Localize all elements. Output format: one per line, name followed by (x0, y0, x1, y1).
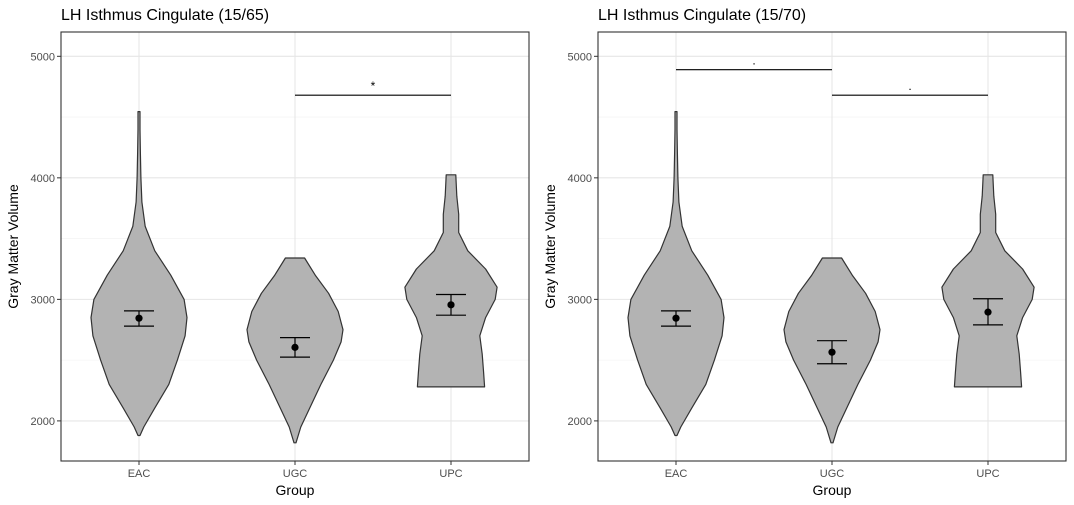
chart-panel-1: LH Isthmus Cingulate (15/65) * 2000 3000 400… (5, 7, 530, 498)
chart-panel-2: LH Isthmus Cingulate (15/70).. 2000 3000 40… (542, 7, 1067, 498)
y-tick-label: 5000 (31, 51, 55, 63)
violin-eac (90, 111, 188, 437)
chart-title: LH Isthmus Cingulate (15/70) (598, 7, 806, 24)
y-tick-label: 4000 (568, 173, 592, 185)
mean-point-upc (984, 308, 992, 316)
x-tick-label: UGC (283, 468, 308, 480)
mean-point-ugc (828, 348, 836, 356)
x-axis-title: Group (276, 482, 315, 498)
y-tick-label: 3000 (31, 294, 55, 306)
y-tick-label: 4000 (31, 173, 55, 185)
significance-label: * (371, 79, 376, 93)
y-tick-label: 2000 (568, 416, 592, 428)
y-tick-label: 3000 (568, 294, 592, 306)
x-tick-label: EAC (665, 468, 688, 480)
violin-upc (404, 174, 498, 388)
y-tick-label: 5000 (568, 51, 592, 63)
y-axis-title: Gray Matter Volume (542, 184, 558, 309)
mean-point-ugc (291, 343, 299, 351)
mean-point-eac (672, 314, 680, 322)
significance-label: . (752, 54, 755, 68)
x-axis-title: Group (813, 482, 852, 498)
chart-title: LH Isthmus Cingulate (15/65) (61, 7, 269, 24)
x-tick-label: EAC (128, 468, 151, 480)
mean-point-upc (447, 301, 455, 309)
x-tick-label: UPC (439, 468, 462, 480)
y-tick-label: 2000 (31, 416, 55, 428)
significance-label: . (908, 79, 911, 93)
x-tick-label: UPC (976, 468, 999, 480)
y-axis-title: Gray Matter Volume (5, 184, 21, 309)
mean-point-eac (135, 314, 143, 322)
violin-upc (941, 174, 1035, 388)
x-tick-label: UGC (820, 468, 845, 480)
violin-eac (627, 111, 725, 437)
